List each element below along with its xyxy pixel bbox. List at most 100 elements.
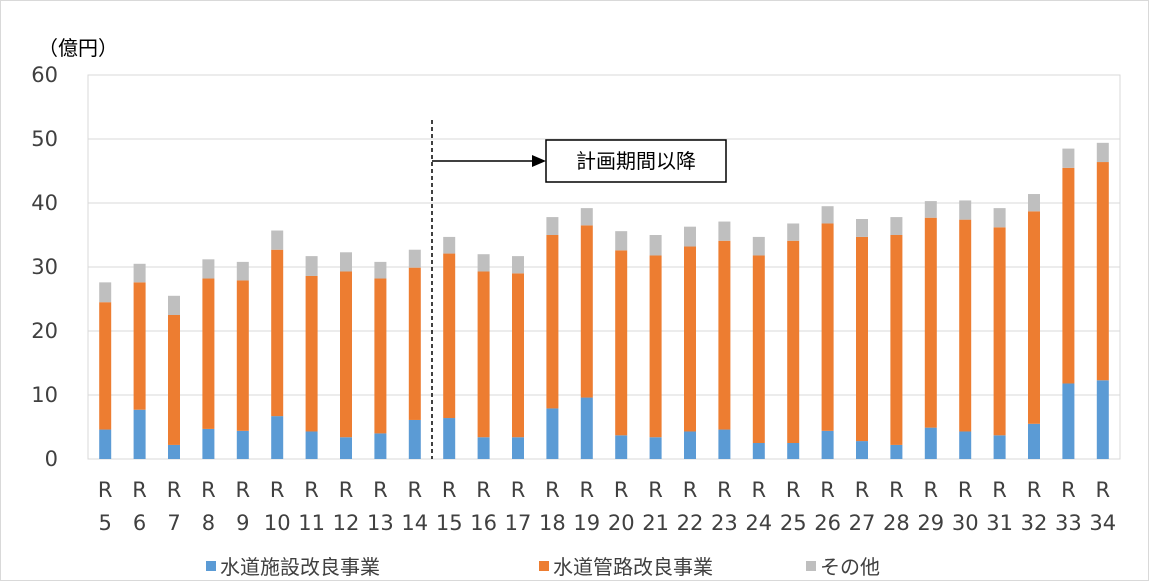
x-tick-label-line1: R xyxy=(98,478,113,502)
bar-segment-series-2 xyxy=(649,235,662,256)
bar-segment-series-0 xyxy=(821,430,834,459)
bar-segment-series-1 xyxy=(408,267,421,420)
bar-segment-series-1 xyxy=(1062,167,1075,384)
bar-segment-series-0 xyxy=(408,419,421,459)
x-tick-label-line1: R xyxy=(648,478,663,502)
y-tick-label: 40 xyxy=(31,191,58,215)
x-tick-label-line1: R xyxy=(201,478,216,502)
bar-segment-series-2 xyxy=(890,217,903,235)
bar-segment-series-2 xyxy=(1062,148,1075,168)
legend-swatch xyxy=(206,560,216,571)
bar-segment-series-0 xyxy=(1062,383,1075,459)
bar-segment-series-2 xyxy=(993,208,1006,228)
bar-segment-series-2 xyxy=(443,236,456,254)
x-tick-label-line2: 13 xyxy=(367,511,394,535)
x-tick-label-line1: R xyxy=(511,478,526,502)
bar-segment-series-1 xyxy=(649,255,662,438)
bar-segment-series-2 xyxy=(202,259,215,279)
bar-segment-series-2 xyxy=(133,263,146,283)
bar-segment-series-1 xyxy=(512,273,524,438)
bar-segment-series-2 xyxy=(856,219,868,237)
bar-segment-series-2 xyxy=(99,282,112,303)
x-tick-label-line1: R xyxy=(924,478,939,502)
bar-segment-series-0 xyxy=(580,397,593,459)
x-tick-label-line1: R xyxy=(580,478,595,502)
bar-segment-series-2 xyxy=(580,208,593,226)
x-tick-label-line2: 11 xyxy=(298,511,325,535)
x-tick-label-line1: R xyxy=(889,478,904,502)
bar-segment-series-2 xyxy=(546,217,559,235)
bar-segment-series-2 xyxy=(408,249,421,268)
bar-segment-series-1 xyxy=(133,282,146,410)
legend-label: その他 xyxy=(820,555,880,579)
bar-segment-series-1 xyxy=(580,225,593,398)
annotation-box xyxy=(545,139,727,183)
y-tick-label: 10 xyxy=(31,383,58,407)
x-tick-label-line2: 8 xyxy=(202,511,215,535)
x-tick-label-line1: R xyxy=(992,478,1007,502)
bar-segment-series-1 xyxy=(374,278,387,434)
x-tick-label-line2: 7 xyxy=(167,511,180,535)
bar-segment-series-1 xyxy=(924,217,937,428)
bar-segment-series-2 xyxy=(752,236,765,256)
x-tick-label-line1: R xyxy=(820,478,835,502)
x-tick-label-line2: 32 xyxy=(1021,511,1048,535)
x-tick-label-line2: 25 xyxy=(780,511,807,535)
bar-segment-series-0 xyxy=(684,431,696,459)
y-tick-label: 50 xyxy=(31,127,58,151)
chart-legend: 水道施設改良事業 水道管路改良事業 その他 xyxy=(0,551,1149,579)
bar-segment-series-1 xyxy=(1028,211,1040,424)
x-tick-label-line1: R xyxy=(683,478,698,502)
x-tick-label-line2: 15 xyxy=(436,511,463,535)
bar-segment-series-0 xyxy=(546,408,559,459)
bar-segment-series-1 xyxy=(271,249,284,417)
x-tick-label-line2: 26 xyxy=(814,511,841,535)
legend-label: 水道管路改良事業 xyxy=(553,555,713,579)
bar-segment-series-1 xyxy=(477,271,490,438)
x-tick-label-line2: 20 xyxy=(608,511,635,535)
bar-segment-series-0 xyxy=(477,437,490,459)
bar-segment-series-0 xyxy=(924,427,937,459)
bar-segment-series-0 xyxy=(959,431,972,459)
bar-segment-series-1 xyxy=(236,280,249,431)
bar-segment-series-0 xyxy=(236,430,249,459)
x-tick-label-line1: R xyxy=(408,478,423,502)
bar-segment-series-0 xyxy=(787,443,800,459)
bar-segment-series-2 xyxy=(305,256,318,276)
x-tick-label-line1: R xyxy=(752,478,767,502)
x-tick-label-line2: 34 xyxy=(1089,511,1116,535)
bar-segment-series-2 xyxy=(821,206,834,224)
bar-segment-series-1 xyxy=(99,302,112,430)
bar-segment-series-0 xyxy=(512,437,524,459)
bar-segment-series-1 xyxy=(752,255,765,443)
x-tick-label-line1: R xyxy=(1061,478,1076,502)
bar-segment-series-2 xyxy=(1028,194,1040,212)
y-tick-label: 0 xyxy=(45,447,58,471)
x-tick-label-line2: 31 xyxy=(986,511,1013,535)
bar-segment-series-2 xyxy=(1096,142,1109,163)
bar-segment-series-1 xyxy=(546,235,559,409)
x-tick-label-line2: 12 xyxy=(333,511,360,535)
legend-item: 水道管路改良事業 xyxy=(539,551,713,580)
bar-segment-series-1 xyxy=(168,315,180,445)
bar-segment-series-1 xyxy=(202,278,215,429)
x-tick-label-line1: R xyxy=(339,478,354,502)
bar-segment-series-2 xyxy=(340,252,352,272)
y-axis-unit-label: （億円） xyxy=(38,36,118,60)
bar-segment-series-1 xyxy=(787,240,800,443)
x-tick-label-line1: R xyxy=(1096,478,1111,502)
x-tick-label-line2: 33 xyxy=(1055,511,1082,535)
bar-segment-series-0 xyxy=(374,433,387,459)
x-tick-label-line2: 17 xyxy=(505,511,532,535)
bar-segment-series-1 xyxy=(856,236,868,442)
x-tick-label-line1: R xyxy=(717,478,732,502)
y-tick-label: 30 xyxy=(31,255,58,279)
bar-segment-series-0 xyxy=(890,444,903,459)
x-tick-label-line1: R xyxy=(545,478,560,502)
bar-segment-series-2 xyxy=(684,226,696,247)
bar-segment-series-1 xyxy=(890,235,903,445)
y-tick-label: 60 xyxy=(31,63,58,87)
x-tick-label-line2: 29 xyxy=(917,511,944,535)
